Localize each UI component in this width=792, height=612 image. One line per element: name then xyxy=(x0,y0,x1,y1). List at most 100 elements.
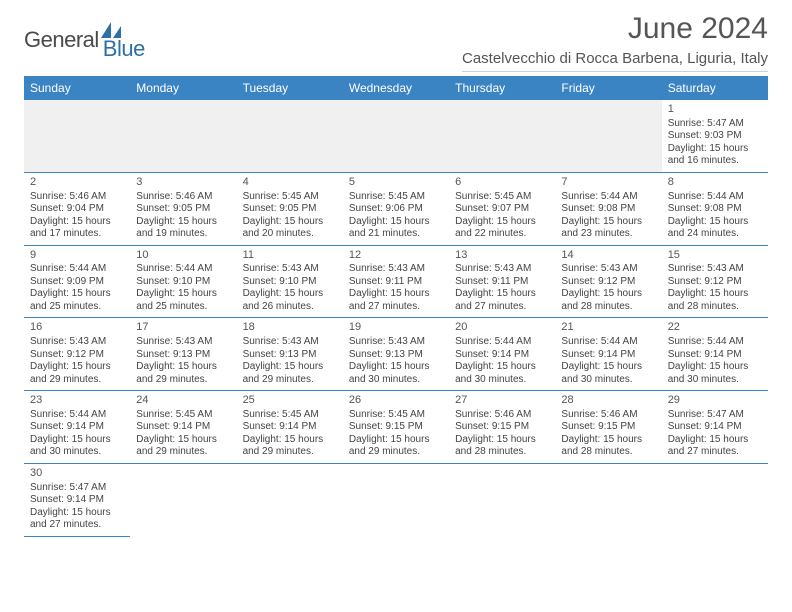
day-number: 13 xyxy=(455,249,549,263)
daylight-line: Daylight: 15 hours and 28 minutes. xyxy=(561,288,655,313)
calendar-cell: 2Sunrise: 5:46 AMSunset: 9:04 PMDaylight… xyxy=(24,172,130,245)
sunset-line: Sunset: 9:14 PM xyxy=(243,421,337,434)
sunset-line: Sunset: 9:05 PM xyxy=(243,203,337,216)
sunset-line: Sunset: 9:05 PM xyxy=(136,203,230,216)
calendar-row: 30Sunrise: 5:47 AMSunset: 9:14 PMDayligh… xyxy=(24,463,768,536)
day-number: 28 xyxy=(561,394,655,408)
day-number: 26 xyxy=(349,394,443,408)
sunset-line: Sunset: 9:10 PM xyxy=(136,276,230,289)
daylight-line: Daylight: 15 hours and 20 minutes. xyxy=(243,216,337,241)
sunrise-line: Sunrise: 5:44 AM xyxy=(668,336,762,349)
calendar-cell: 11Sunrise: 5:43 AMSunset: 9:10 PMDayligh… xyxy=(237,245,343,318)
day-number: 3 xyxy=(136,176,230,190)
day-number: 22 xyxy=(668,321,762,335)
sunrise-line: Sunrise: 5:44 AM xyxy=(136,263,230,276)
daylight-line: Daylight: 15 hours and 26 minutes. xyxy=(243,288,337,313)
daylight-line: Daylight: 15 hours and 30 minutes. xyxy=(455,361,549,386)
sunrise-line: Sunrise: 5:47 AM xyxy=(30,482,124,495)
sunrise-line: Sunrise: 5:44 AM xyxy=(30,263,124,276)
calendar-cell-empty xyxy=(237,463,343,536)
daylight-line: Daylight: 15 hours and 22 minutes. xyxy=(455,216,549,241)
daylight-line: Daylight: 15 hours and 29 minutes. xyxy=(243,361,337,386)
daylight-line: Daylight: 15 hours and 30 minutes. xyxy=(349,361,443,386)
weekday-header: Monday xyxy=(130,76,236,100)
sunrise-line: Sunrise: 5:43 AM xyxy=(243,263,337,276)
day-number: 27 xyxy=(455,394,549,408)
day-number: 12 xyxy=(349,249,443,263)
calendar-row: 9Sunrise: 5:44 AMSunset: 9:09 PMDaylight… xyxy=(24,245,768,318)
sunrise-line: Sunrise: 5:44 AM xyxy=(455,336,549,349)
sunset-line: Sunset: 9:13 PM xyxy=(349,349,443,362)
calendar-cell: 22Sunrise: 5:44 AMSunset: 9:14 PMDayligh… xyxy=(662,318,768,391)
calendar-cell: 13Sunrise: 5:43 AMSunset: 9:11 PMDayligh… xyxy=(449,245,555,318)
calendar-cell: 8Sunrise: 5:44 AMSunset: 9:08 PMDaylight… xyxy=(662,172,768,245)
day-number: 18 xyxy=(243,321,337,335)
weekday-header: Thursday xyxy=(449,76,555,100)
calendar-cell: 14Sunrise: 5:43 AMSunset: 9:12 PMDayligh… xyxy=(555,245,661,318)
sunrise-line: Sunrise: 5:43 AM xyxy=(455,263,549,276)
sunset-line: Sunset: 9:15 PM xyxy=(455,421,549,434)
logo: General Blue xyxy=(24,18,145,62)
daylight-line: Daylight: 15 hours and 24 minutes. xyxy=(668,216,762,241)
day-number: 1 xyxy=(668,103,762,117)
sunrise-line: Sunrise: 5:43 AM xyxy=(349,336,443,349)
calendar-cell-empty xyxy=(449,100,555,172)
daylight-line: Daylight: 15 hours and 27 minutes. xyxy=(668,434,762,459)
sunrise-line: Sunrise: 5:43 AM xyxy=(30,336,124,349)
daylight-line: Daylight: 15 hours and 27 minutes. xyxy=(30,507,124,532)
calendar-cell-empty xyxy=(555,100,661,172)
sunrise-line: Sunrise: 5:47 AM xyxy=(668,409,762,422)
sunset-line: Sunset: 9:14 PM xyxy=(668,349,762,362)
logo-text-dark: General xyxy=(24,27,99,53)
page: General Blue June 2024 Castelvecchio di … xyxy=(0,0,792,537)
sunset-line: Sunset: 9:07 PM xyxy=(455,203,549,216)
calendar-cell: 27Sunrise: 5:46 AMSunset: 9:15 PMDayligh… xyxy=(449,391,555,464)
sunrise-line: Sunrise: 5:45 AM xyxy=(136,409,230,422)
sunrise-line: Sunrise: 5:45 AM xyxy=(455,191,549,204)
sunset-line: Sunset: 9:15 PM xyxy=(561,421,655,434)
day-number: 11 xyxy=(243,249,337,263)
calendar-cell: 12Sunrise: 5:43 AMSunset: 9:11 PMDayligh… xyxy=(343,245,449,318)
daylight-line: Daylight: 15 hours and 17 minutes. xyxy=(30,216,124,241)
sunset-line: Sunset: 9:14 PM xyxy=(668,421,762,434)
calendar-row: 16Sunrise: 5:43 AMSunset: 9:12 PMDayligh… xyxy=(24,318,768,391)
sunrise-line: Sunrise: 5:44 AM xyxy=(561,336,655,349)
sunset-line: Sunset: 9:13 PM xyxy=(243,349,337,362)
day-number: 30 xyxy=(30,467,124,481)
sunset-line: Sunset: 9:08 PM xyxy=(561,203,655,216)
calendar-cell-empty xyxy=(662,463,768,536)
sunset-line: Sunset: 9:14 PM xyxy=(30,494,124,507)
sunrise-line: Sunrise: 5:43 AM xyxy=(668,263,762,276)
daylight-line: Daylight: 15 hours and 16 minutes. xyxy=(668,143,762,168)
sunrise-line: Sunrise: 5:45 AM xyxy=(349,409,443,422)
day-number: 23 xyxy=(30,394,124,408)
calendar-cell: 3Sunrise: 5:46 AMSunset: 9:05 PMDaylight… xyxy=(130,172,236,245)
calendar-cell: 20Sunrise: 5:44 AMSunset: 9:14 PMDayligh… xyxy=(449,318,555,391)
logo-text-blue: Blue xyxy=(103,36,145,62)
sunrise-line: Sunrise: 5:44 AM xyxy=(561,191,655,204)
day-number: 20 xyxy=(455,321,549,335)
day-number: 25 xyxy=(243,394,337,408)
calendar-cell-empty xyxy=(555,463,661,536)
sunrise-line: Sunrise: 5:43 AM xyxy=(349,263,443,276)
sunrise-line: Sunrise: 5:45 AM xyxy=(349,191,443,204)
calendar-cell: 16Sunrise: 5:43 AMSunset: 9:12 PMDayligh… xyxy=(24,318,130,391)
sunset-line: Sunset: 9:03 PM xyxy=(668,130,762,143)
daylight-line: Daylight: 15 hours and 29 minutes. xyxy=(136,361,230,386)
daylight-line: Daylight: 15 hours and 28 minutes. xyxy=(668,288,762,313)
day-number: 24 xyxy=(136,394,230,408)
calendar-cell: 24Sunrise: 5:45 AMSunset: 9:14 PMDayligh… xyxy=(130,391,236,464)
sunset-line: Sunset: 9:06 PM xyxy=(349,203,443,216)
calendar-cell: 23Sunrise: 5:44 AMSunset: 9:14 PMDayligh… xyxy=(24,391,130,464)
calendar-cell: 10Sunrise: 5:44 AMSunset: 9:10 PMDayligh… xyxy=(130,245,236,318)
sunset-line: Sunset: 9:15 PM xyxy=(349,421,443,434)
weekday-header: Friday xyxy=(555,76,661,100)
calendar-row: 1Sunrise: 5:47 AMSunset: 9:03 PMDaylight… xyxy=(24,100,768,172)
sunrise-line: Sunrise: 5:46 AM xyxy=(561,409,655,422)
sunset-line: Sunset: 9:12 PM xyxy=(30,349,124,362)
calendar-cell: 26Sunrise: 5:45 AMSunset: 9:15 PMDayligh… xyxy=(343,391,449,464)
calendar-cell-empty xyxy=(130,463,236,536)
calendar-cell-empty xyxy=(343,463,449,536)
day-number: 29 xyxy=(668,394,762,408)
sunset-line: Sunset: 9:11 PM xyxy=(455,276,549,289)
